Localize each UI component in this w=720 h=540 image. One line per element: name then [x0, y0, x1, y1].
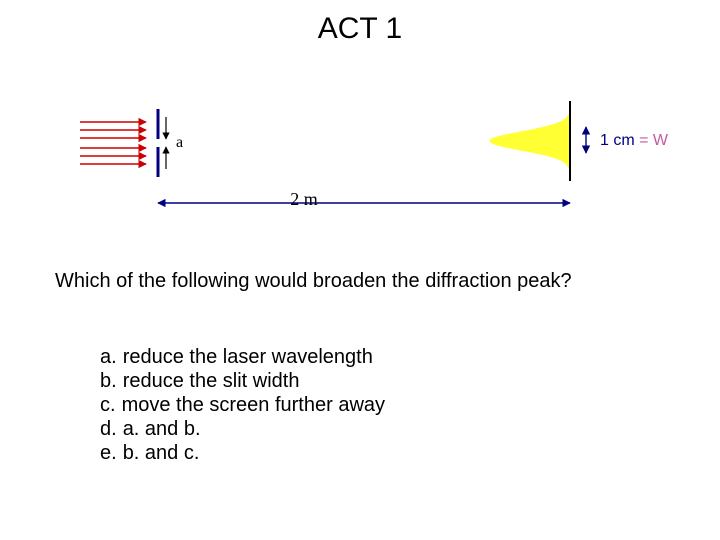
- option-letter: b.: [100, 370, 117, 392]
- options-list: a. reduce the laser wavelength b. reduce t…: [100, 345, 385, 465]
- option-letter: d.: [100, 418, 117, 440]
- svg-text:2 m: 2 m: [290, 189, 318, 209]
- svg-text:a: a: [176, 134, 183, 151]
- svg-text:1 cm = W: 1 cm = W: [600, 132, 669, 149]
- option-letter: e.: [100, 442, 117, 464]
- option-text: reduce the slit width: [123, 370, 300, 392]
- option-e: e. b. and c.: [100, 441, 385, 465]
- option-text: move the screen further away: [122, 394, 385, 416]
- question-text: Which of the following would broaden the…: [55, 270, 615, 292]
- option-b: b. reduce the slit width: [100, 369, 385, 393]
- option-a: a. reduce the laser wavelength: [100, 345, 385, 369]
- page-title: ACT 1: [0, 12, 720, 46]
- diffraction-diagram: a1 cm = W2 m: [80, 105, 600, 225]
- option-letter: a.: [100, 346, 117, 368]
- option-text: reduce the laser wavelength: [123, 346, 373, 368]
- option-letter: c.: [100, 394, 116, 416]
- option-c: c. move the screen further away: [100, 393, 385, 417]
- option-text: a. and b.: [123, 418, 201, 440]
- option-text: b. and c.: [123, 442, 200, 464]
- option-d: d. a. and b.: [100, 417, 385, 441]
